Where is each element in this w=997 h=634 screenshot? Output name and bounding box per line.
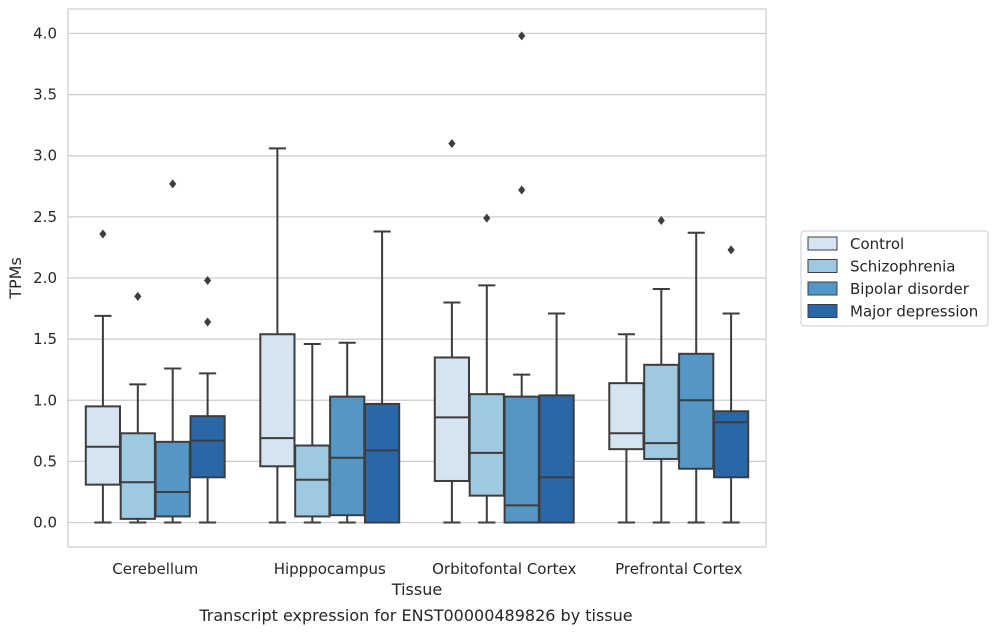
legend-swatch: [807, 281, 838, 296]
box-iqr: [643, 363, 680, 460]
box-iqr: [154, 440, 191, 518]
box-0-3: [189, 275, 226, 524]
box-iqr: [84, 405, 122, 486]
box-iqr: [678, 352, 715, 470]
x-tick-label: Prefrontal Cortex: [615, 560, 742, 578]
legend: Control Schizophrenia Bipolar disorder Majo…: [800, 230, 989, 327]
y-tick-label: 2.5: [33, 208, 57, 226]
legend-label: Major depression: [850, 303, 978, 321]
x-tick-labels: Cerebellum Hipppocampus Orbitofontal Corte…: [112, 560, 742, 578]
outlier-point: [134, 291, 142, 301]
box-iqr: [259, 333, 296, 468]
box-1-0: [259, 147, 296, 524]
box-iqr: [363, 402, 401, 524]
legend-label: Schizophrenia: [850, 258, 955, 276]
box-1-3: [363, 230, 401, 524]
figure-caption: Transcript expression for ENST0000048982…: [199, 606, 633, 625]
box-series: [84, 31, 750, 524]
y-tick-label: 2.0: [33, 269, 57, 287]
x-tick-label: Orbitofontal Cortex: [432, 560, 576, 578]
box-3-3: [712, 245, 750, 524]
y-tick-label: 4.0: [33, 24, 57, 42]
box-iqr: [503, 395, 540, 524]
legend-swatch: [807, 304, 838, 318]
box-0-1: [119, 291, 156, 524]
box-3-0: [608, 333, 645, 524]
box-1-1: [294, 343, 331, 524]
box-2-2: [503, 31, 540, 524]
box-iqr: [468, 393, 505, 497]
box-2-3: [538, 312, 575, 524]
outlier-point: [204, 317, 212, 327]
box-2-0: [433, 139, 471, 524]
y-tick-label: 0.0: [33, 514, 57, 532]
outlier-point: [518, 31, 526, 41]
box-iqr: [189, 415, 226, 479]
y-tick-label: 0.5: [33, 452, 57, 470]
outlier-point: [727, 245, 735, 255]
outlier-point: [204, 275, 212, 285]
y-tick-label: 1.5: [33, 330, 57, 348]
x-axis-label: Tissue: [391, 580, 442, 599]
y-tick-label: 3.0: [33, 147, 57, 165]
legend-swatch: [807, 259, 838, 273]
box-iqr: [538, 394, 575, 524]
outlier-point: [448, 139, 456, 148]
box-iqr: [608, 382, 645, 451]
box-3-1: [643, 216, 680, 524]
box-0-2: [154, 179, 191, 524]
outlier-point: [483, 213, 491, 223]
box-1-2: [329, 341, 366, 524]
box-0-0: [84, 229, 122, 524]
y-tick-label: 3.5: [33, 86, 57, 104]
plot-frame: [67, 8, 767, 548]
y-tick-labels: 0.0 0.5 1.0 1.5 2.0 2.5 3.0 3.5 4.0: [33, 24, 57, 531]
outlier-point: [657, 216, 665, 226]
box-iqr: [119, 432, 156, 520]
outlier-point: [169, 179, 177, 189]
x-tick-label: Hipppocampus: [274, 560, 386, 578]
x-tick-label: Cerebellum: [112, 560, 198, 578]
box-2-1: [468, 213, 505, 524]
box-iqr: [329, 395, 366, 517]
box-iqr: [712, 410, 750, 479]
legend-label: Bipolar disorder: [850, 280, 970, 298]
outlier-point: [518, 185, 526, 195]
box-3-2: [678, 231, 715, 524]
y-tick-label: 1.0: [33, 391, 57, 409]
box-iqr: [433, 356, 471, 482]
legend-frame: [800, 230, 989, 327]
legend-label: Control: [850, 235, 904, 253]
legend-swatch: [807, 236, 838, 251]
box-iqr: [294, 444, 331, 518]
y-axis-label: TPMs: [6, 257, 25, 300]
outlier-point: [99, 229, 107, 239]
